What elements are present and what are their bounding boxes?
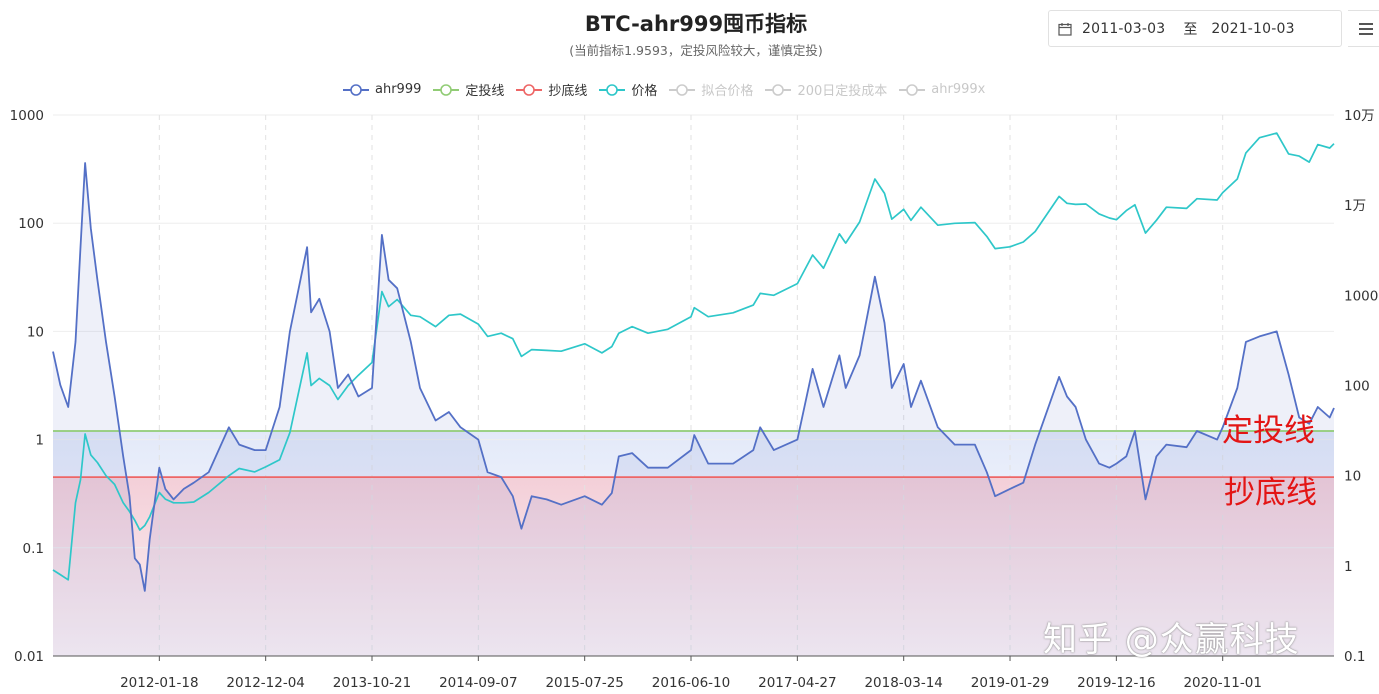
y-left-tick-label: 10 xyxy=(27,324,44,340)
legend-item[interactable]: 价格 xyxy=(599,80,657,99)
x-tick-label: 2015-07-25 xyxy=(545,675,623,691)
x-tick-label: 2014-09-07 xyxy=(439,675,517,691)
legend-label: 定投线 xyxy=(465,84,505,99)
legend-marker-icon xyxy=(516,83,543,96)
y-right-tick-label: 100 xyxy=(1344,379,1370,395)
y-left-tick-label: 100 xyxy=(18,216,44,232)
y-left-tick-label: 0.1 xyxy=(23,541,44,557)
legend-label: ahr999x xyxy=(931,82,986,97)
x-tick-label: 2016-06-10 xyxy=(652,675,730,691)
menu-button[interactable] xyxy=(1348,10,1379,47)
date-from-input[interactable]: 2011-03-03 xyxy=(1082,20,1166,37)
date-to-input[interactable]: 2021-10-03 xyxy=(1211,20,1295,37)
x-tick-label: 2019-01-29 xyxy=(971,675,1049,691)
y-right-tick-label: 10万 xyxy=(1344,108,1375,124)
y-right-tick-label: 1000 xyxy=(1344,288,1378,304)
legend-marker-icon xyxy=(433,83,460,96)
legend-marker-icon xyxy=(765,83,792,96)
watermark: 知乎 @众赢科技 xyxy=(1043,620,1300,660)
legend-marker-icon xyxy=(669,83,696,96)
x-tick-label: 2013-10-21 xyxy=(333,675,411,691)
y-left-tick-label: 1 xyxy=(35,433,44,449)
y-left-tick-label: 0.01 xyxy=(14,649,44,665)
hamburger-icon xyxy=(1359,23,1373,35)
legend-label: 价格 xyxy=(631,84,658,99)
legend-item[interactable]: 200日定投成本 xyxy=(765,80,887,99)
dca-line-annotation: 定投线 xyxy=(1222,413,1315,449)
x-tick-label: 2019-12-16 xyxy=(1077,675,1155,691)
legend-item[interactable]: ahr999 xyxy=(343,80,421,99)
dca-zone-band xyxy=(53,431,1334,478)
ahr999-series-line xyxy=(52,162,1335,592)
legend-item[interactable]: 定投线 xyxy=(433,80,504,99)
legend-item[interactable]: 拟合价格 xyxy=(669,80,753,99)
legend-label: 200日定投成本 xyxy=(797,84,888,99)
calendar-icon xyxy=(1058,22,1072,36)
date-range-picker[interactable]: 2011-03-03 至 2021-10-03 xyxy=(1048,10,1342,47)
x-tick-label: 2020-11-01 xyxy=(1183,675,1261,691)
y-left-tick-label: 1000 xyxy=(10,108,44,124)
x-tick-label: 2018-03-14 xyxy=(864,675,942,691)
legend-marker-icon xyxy=(899,83,926,96)
chart-legend: ahr999 定投线 抄底线 价格 拟合价格 200日定投成本 ahr999x xyxy=(343,80,997,99)
legend-item[interactable]: 抄底线 xyxy=(516,80,587,99)
ahr999-area xyxy=(53,163,1334,656)
date-separator: 至 xyxy=(1183,21,1198,38)
legend-marker-icon xyxy=(599,83,626,96)
x-tick-label: 2012-12-04 xyxy=(226,675,304,691)
legend-marker-icon xyxy=(343,83,369,96)
page-title: BTC-ahr999囤币指标 xyxy=(584,12,808,36)
y-right-tick-label: 0.1 xyxy=(1344,649,1365,665)
legend-label: ahr999 xyxy=(375,82,422,97)
x-tick-label: 2017-04-27 xyxy=(758,675,836,691)
price-series-line xyxy=(52,132,1335,581)
legend-label: 抄底线 xyxy=(548,84,588,99)
legend-label: 拟合价格 xyxy=(701,84,754,99)
page-subtitle: (当前指标1.9593，定投风险较大，谨慎定投) xyxy=(569,43,823,58)
y-right-tick-label: 10 xyxy=(1344,469,1361,485)
y-right-tick-label: 1 xyxy=(1344,559,1353,575)
x-tick-label: 2012-01-18 xyxy=(120,675,198,691)
legend-item[interactable]: ahr999x xyxy=(899,80,985,99)
y-right-tick-label: 1万 xyxy=(1344,198,1366,214)
bottom-line-annotation: 抄底线 xyxy=(1224,475,1317,511)
